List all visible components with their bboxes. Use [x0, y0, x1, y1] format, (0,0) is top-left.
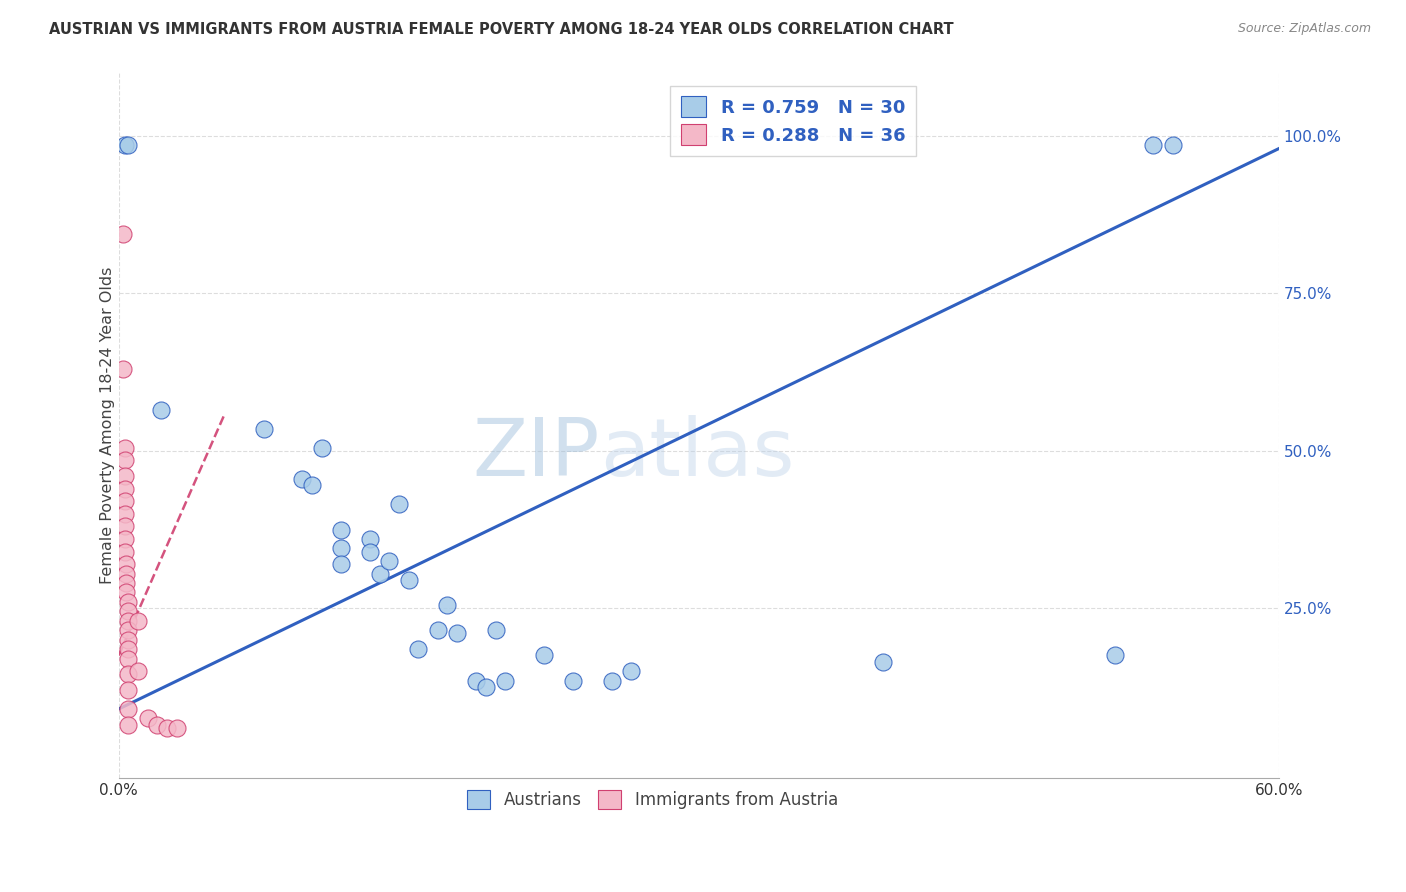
Text: atlas: atlas [600, 415, 794, 492]
Point [330, 557, 353, 571]
Point [117, 717, 139, 731]
Point [1161, 138, 1184, 153]
Point [156, 721, 179, 735]
Point [562, 673, 585, 688]
Point [115, 557, 138, 571]
Point [426, 624, 449, 638]
Point [600, 673, 623, 688]
Point [533, 648, 555, 663]
Point [359, 544, 381, 558]
Point [136, 711, 159, 725]
Point [1104, 648, 1126, 663]
Point [127, 664, 149, 678]
Point [166, 721, 188, 735]
Point [117, 642, 139, 657]
Point [117, 595, 139, 609]
Point [114, 453, 136, 467]
Point [1142, 138, 1164, 153]
Point [330, 523, 353, 537]
Point [408, 642, 430, 657]
Point [359, 532, 381, 546]
Point [495, 673, 517, 688]
Point [111, 362, 134, 376]
Point [253, 422, 276, 436]
Point [117, 604, 139, 618]
Point [872, 655, 894, 669]
Point [114, 441, 136, 455]
Point [368, 566, 391, 581]
Point [620, 664, 643, 678]
Legend: Austrians, Immigrants from Austria: Austrians, Immigrants from Austria [460, 783, 845, 816]
Point [114, 519, 136, 533]
Y-axis label: Female Poverty Among 18-24 Year Olds: Female Poverty Among 18-24 Year Olds [100, 267, 115, 584]
Point [311, 441, 333, 455]
Point [150, 402, 173, 417]
Text: Source: ZipAtlas.com: Source: ZipAtlas.com [1237, 22, 1371, 36]
Point [114, 507, 136, 521]
Point [114, 469, 136, 483]
Text: ZIP: ZIP [472, 415, 600, 492]
Point [446, 626, 468, 640]
Point [301, 478, 323, 492]
Point [378, 554, 401, 568]
Point [146, 717, 169, 731]
Point [436, 598, 458, 612]
Point [117, 614, 139, 628]
Point [127, 614, 149, 628]
Point [291, 472, 314, 486]
Point [114, 494, 136, 508]
Point [117, 667, 139, 681]
Point [117, 624, 139, 638]
Point [114, 138, 136, 153]
Point [117, 632, 139, 647]
Point [117, 702, 139, 716]
Text: AUSTRIAN VS IMMIGRANTS FROM AUSTRIA FEMALE POVERTY AMONG 18-24 YEAR OLDS CORRELA: AUSTRIAN VS IMMIGRANTS FROM AUSTRIA FEMA… [49, 22, 953, 37]
Point [115, 566, 138, 581]
Point [114, 544, 136, 558]
Point [117, 651, 139, 665]
Point [115, 576, 138, 591]
Point [117, 683, 139, 698]
Point [465, 673, 488, 688]
Point [388, 497, 411, 511]
Point [398, 573, 420, 587]
Point [117, 138, 139, 153]
Point [475, 680, 498, 694]
Point [111, 227, 134, 241]
Point [114, 532, 136, 546]
Point [485, 624, 508, 638]
Point [114, 482, 136, 496]
Point [115, 585, 138, 599]
Point [330, 541, 353, 556]
